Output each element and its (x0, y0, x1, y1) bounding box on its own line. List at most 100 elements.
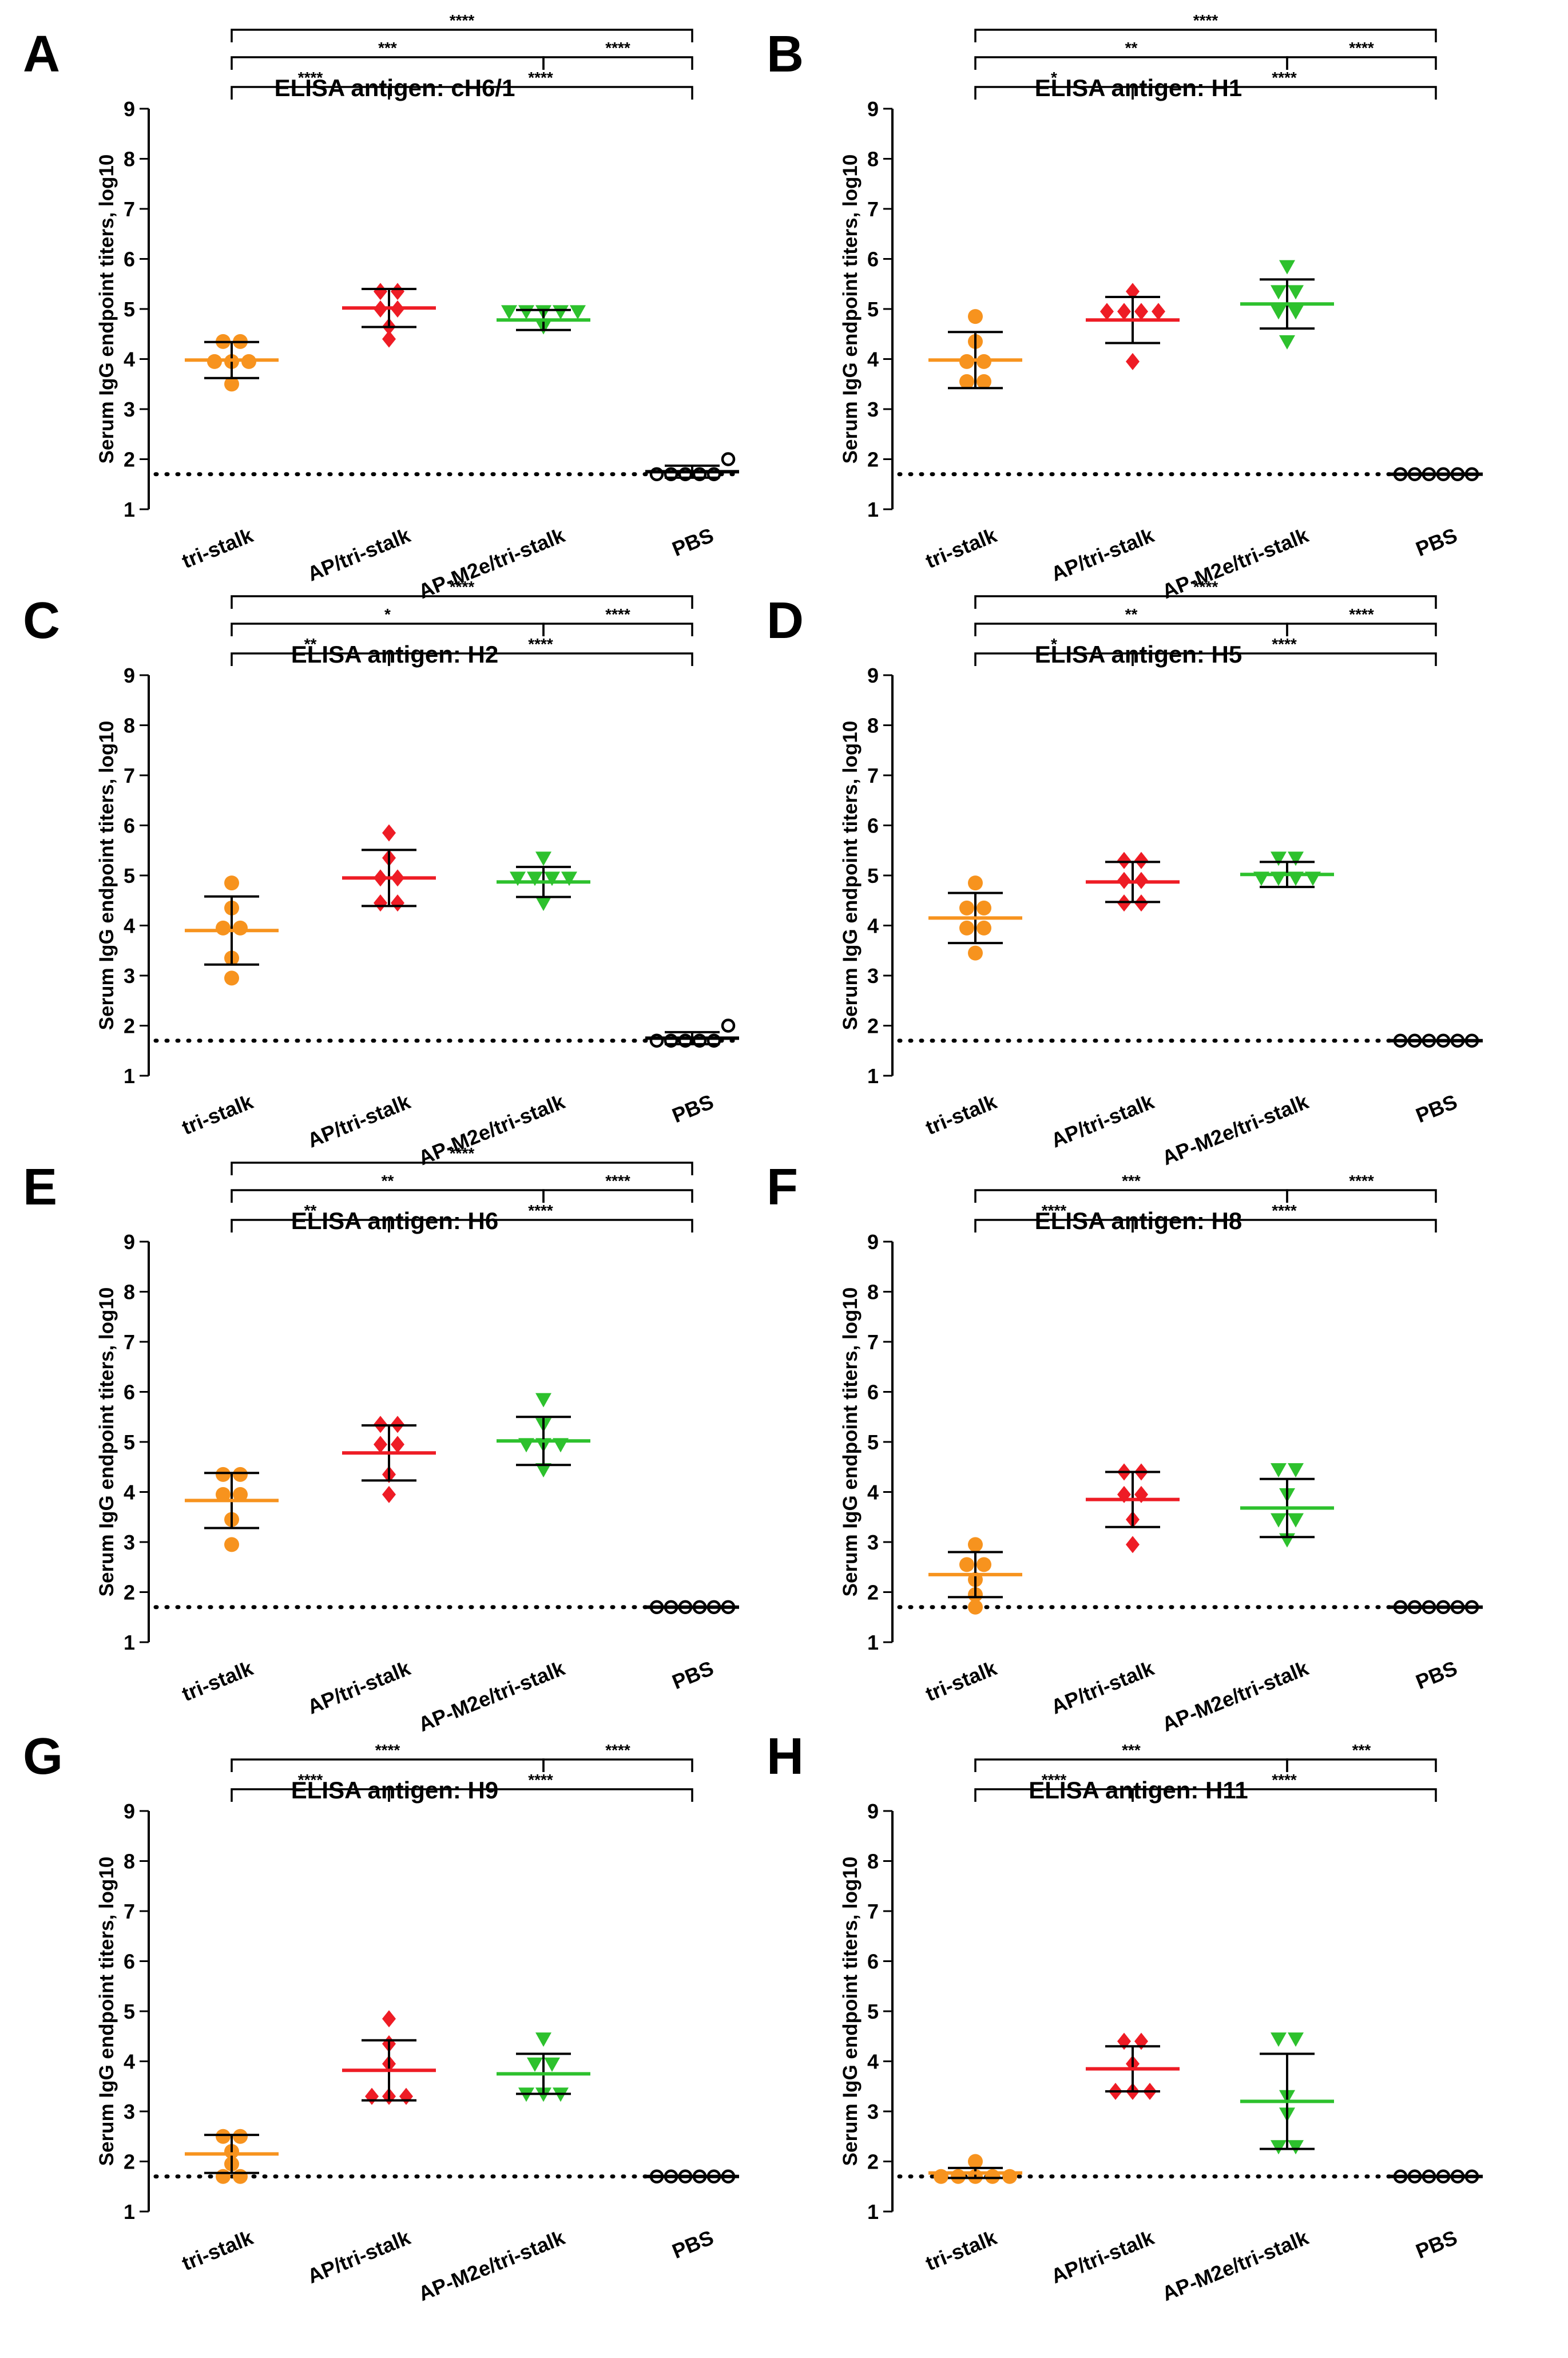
series-pbs (1389, 467, 1483, 481)
y-tick-label: 5 (124, 2000, 135, 2023)
series-ap-m2e-tri-stalk (1240, 260, 1334, 350)
data-point (391, 283, 404, 300)
y-tick-label: 8 (867, 1850, 879, 1873)
panel-letter: H (767, 1728, 804, 1785)
y-tick-label: 1 (867, 1631, 879, 1654)
y-tick-label: 3 (867, 2100, 879, 2123)
bracket-line (231, 29, 693, 42)
y-axis-label: Serum IgG endpoint titers, log10 (96, 154, 118, 464)
data-point (968, 1599, 983, 1615)
significance-bracket: **** (1132, 69, 1437, 100)
y-tick-label: 9 (124, 664, 135, 687)
data-point (374, 1436, 387, 1453)
y-tick-label: 3 (867, 398, 879, 421)
data-point (535, 2032, 551, 2047)
data-point (959, 900, 974, 916)
data-point (1134, 851, 1148, 869)
series-pbs (1389, 1600, 1483, 1614)
data-point (1100, 303, 1114, 320)
y-tick-label: 7 (867, 764, 879, 787)
series-ap-tri-stalk (342, 283, 436, 348)
significance-bracket: **** (231, 578, 693, 609)
series-ap-m2e-tri-stalk (497, 851, 590, 912)
series-ap-m2e-tri-stalk (1240, 1463, 1334, 1548)
significance-label: ** (304, 1202, 317, 1219)
significance-label: **** (1272, 1771, 1297, 1789)
y-tick-label: 3 (124, 964, 135, 988)
data-point (1126, 1536, 1140, 1553)
y-tick-label: 4 (124, 1481, 135, 1504)
bracket-line (1132, 652, 1437, 666)
data-point (721, 452, 736, 466)
significance-label: **** (1042, 1202, 1067, 1219)
panel-letter: C (23, 592, 60, 649)
significance-label: **** (605, 1172, 630, 1190)
significance-label: **** (528, 1771, 553, 1789)
data-point (1271, 2140, 1287, 2155)
bracket-line (1286, 1758, 1437, 1772)
data-point (535, 1393, 551, 1408)
data-point (1288, 2140, 1304, 2155)
data-point (976, 900, 991, 916)
data-point (216, 1487, 231, 1502)
y-tick-label: 7 (867, 197, 879, 221)
bracket-line (1286, 1189, 1437, 1203)
data-point (391, 1436, 404, 1453)
y-axis-label: Serum IgG endpoint titers, log10 (839, 1287, 862, 1597)
series-tri-stalk (185, 1467, 279, 1552)
significance-label: **** (528, 635, 553, 653)
series-ap-tri-stalk (342, 2010, 436, 2105)
y-tick-label: 9 (124, 97, 135, 121)
y-tick-label: 5 (124, 864, 135, 887)
data-point (1271, 1513, 1287, 1528)
series-tri-stalk (928, 2154, 1022, 2184)
y-tick-label: 5 (867, 2000, 879, 2023)
bracket-line (1132, 1219, 1437, 1232)
bracket-line (231, 595, 693, 609)
data-point (1288, 305, 1304, 320)
series-pbs (1389, 1033, 1483, 1048)
data-point (1152, 303, 1165, 320)
data-point (518, 305, 534, 320)
y-tick-label: 5 (867, 864, 879, 887)
y-tick-label: 1 (124, 2200, 135, 2224)
series-tri-stalk (185, 334, 279, 392)
data-point (1271, 2032, 1287, 2047)
y-tick-label: 5 (867, 1430, 879, 1454)
significance-label: ** (304, 635, 317, 653)
data-point (233, 1467, 248, 1482)
y-axis-label: Serum IgG endpoint titers, log10 (839, 1857, 862, 2166)
data-point (553, 305, 569, 320)
significance-label: ** (1125, 39, 1138, 57)
data-point (391, 894, 404, 912)
series-ap-m2e-tri-stalk (497, 1393, 590, 1478)
significance-label: ** (1125, 605, 1138, 623)
data-point (224, 377, 239, 392)
data-point (1279, 260, 1295, 275)
data-point (1126, 283, 1140, 300)
data-point (968, 2154, 983, 2169)
data-point (1288, 1513, 1304, 1528)
data-point (535, 897, 551, 912)
data-point (968, 1537, 983, 1552)
y-tick-label: 4 (867, 348, 879, 371)
data-point (501, 305, 517, 320)
y-tick-label: 6 (867, 814, 879, 838)
y-tick-label: 4 (124, 914, 135, 938)
data-point (233, 1487, 248, 1502)
series-tri-stalk (185, 875, 279, 986)
y-tick-label: 7 (124, 764, 135, 787)
y-tick-label: 2 (124, 2150, 135, 2174)
data-point (1288, 1463, 1304, 1478)
y-tick-label: 6 (124, 248, 135, 271)
y-tick-label: 6 (124, 1950, 135, 1973)
y-tick-label: 2 (124, 1581, 135, 1604)
significance-label: **** (1349, 39, 1374, 57)
bracket-line (388, 652, 693, 666)
data-point (527, 871, 543, 886)
y-tick-label: 7 (124, 197, 135, 221)
data-point (721, 1019, 736, 1033)
y-tick-label: 8 (867, 1281, 879, 1304)
data-point (224, 875, 239, 891)
